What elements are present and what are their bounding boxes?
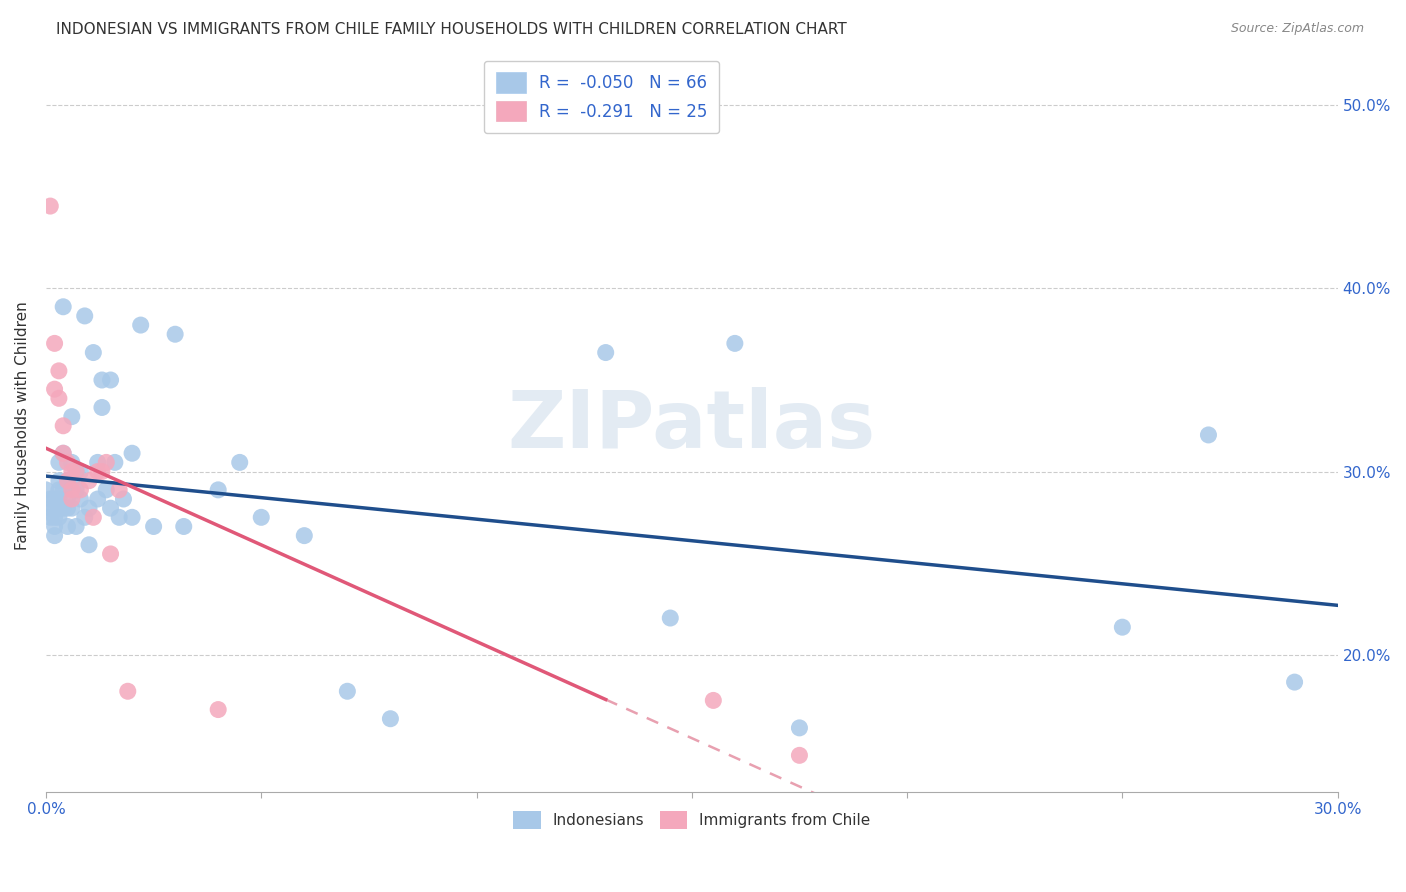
Point xyxy=(207,483,229,497)
Point xyxy=(44,510,66,524)
Point xyxy=(56,455,79,469)
Point xyxy=(96,455,118,469)
Point xyxy=(129,318,152,332)
Point xyxy=(100,373,122,387)
Point xyxy=(60,483,83,497)
Point xyxy=(48,510,70,524)
Point xyxy=(39,199,62,213)
Point xyxy=(91,373,114,387)
Point xyxy=(73,510,96,524)
Point xyxy=(1284,675,1306,690)
Point xyxy=(60,474,83,488)
Point xyxy=(789,721,811,735)
Point xyxy=(108,510,131,524)
Point xyxy=(52,446,75,460)
Point xyxy=(60,501,83,516)
Point xyxy=(52,501,75,516)
Point xyxy=(48,474,70,488)
Point xyxy=(1111,620,1133,634)
Point xyxy=(56,474,79,488)
Point xyxy=(91,465,114,479)
Point xyxy=(56,519,79,533)
Point xyxy=(82,510,104,524)
Point xyxy=(292,528,315,542)
Point xyxy=(39,491,62,506)
Point xyxy=(48,483,70,497)
Point xyxy=(1198,428,1220,442)
Point xyxy=(595,345,617,359)
Point xyxy=(48,491,70,506)
Point xyxy=(121,446,143,460)
Point xyxy=(702,693,724,707)
Point xyxy=(100,547,122,561)
Point xyxy=(73,309,96,323)
Point xyxy=(173,519,195,533)
Point xyxy=(65,465,87,479)
Point xyxy=(44,336,66,351)
Point xyxy=(65,465,87,479)
Point xyxy=(48,501,70,516)
Point xyxy=(48,364,70,378)
Point xyxy=(86,491,108,506)
Point xyxy=(56,501,79,516)
Legend: Indonesians, Immigrants from Chile: Indonesians, Immigrants from Chile xyxy=(508,805,877,836)
Point xyxy=(35,483,58,497)
Point xyxy=(52,418,75,433)
Point xyxy=(60,409,83,424)
Point xyxy=(117,684,139,698)
Point xyxy=(56,474,79,488)
Point xyxy=(336,684,359,698)
Point xyxy=(789,748,811,763)
Point xyxy=(121,510,143,524)
Point xyxy=(52,300,75,314)
Point xyxy=(142,519,165,533)
Point xyxy=(77,501,100,516)
Y-axis label: Family Households with Children: Family Households with Children xyxy=(15,301,30,550)
Point xyxy=(44,519,66,533)
Point xyxy=(380,712,402,726)
Point xyxy=(69,465,91,479)
Point xyxy=(207,702,229,716)
Point xyxy=(52,446,75,460)
Point xyxy=(250,510,273,524)
Point xyxy=(82,345,104,359)
Point xyxy=(44,501,66,516)
Point xyxy=(56,491,79,506)
Point xyxy=(60,491,83,506)
Point xyxy=(60,455,83,469)
Point xyxy=(724,336,747,351)
Point xyxy=(96,483,118,497)
Point xyxy=(104,455,127,469)
Point xyxy=(100,501,122,516)
Text: ZIPatlas: ZIPatlas xyxy=(508,387,876,465)
Point xyxy=(659,611,682,625)
Point xyxy=(77,474,100,488)
Point xyxy=(165,327,187,342)
Point xyxy=(69,491,91,506)
Point xyxy=(65,483,87,497)
Text: Source: ZipAtlas.com: Source: ZipAtlas.com xyxy=(1230,22,1364,36)
Point xyxy=(86,455,108,469)
Point xyxy=(86,465,108,479)
Point xyxy=(39,501,62,516)
Point xyxy=(39,510,62,524)
Point xyxy=(108,483,131,497)
Point xyxy=(77,538,100,552)
Point xyxy=(48,392,70,406)
Point xyxy=(48,455,70,469)
Point xyxy=(228,455,250,469)
Point xyxy=(44,382,66,396)
Point xyxy=(52,483,75,497)
Point xyxy=(69,483,91,497)
Point xyxy=(44,528,66,542)
Point xyxy=(112,491,135,506)
Text: INDONESIAN VS IMMIGRANTS FROM CHILE FAMILY HOUSEHOLDS WITH CHILDREN CORRELATION : INDONESIAN VS IMMIGRANTS FROM CHILE FAMI… xyxy=(56,22,846,37)
Point xyxy=(91,401,114,415)
Point xyxy=(60,465,83,479)
Point xyxy=(65,519,87,533)
Point xyxy=(44,491,66,506)
